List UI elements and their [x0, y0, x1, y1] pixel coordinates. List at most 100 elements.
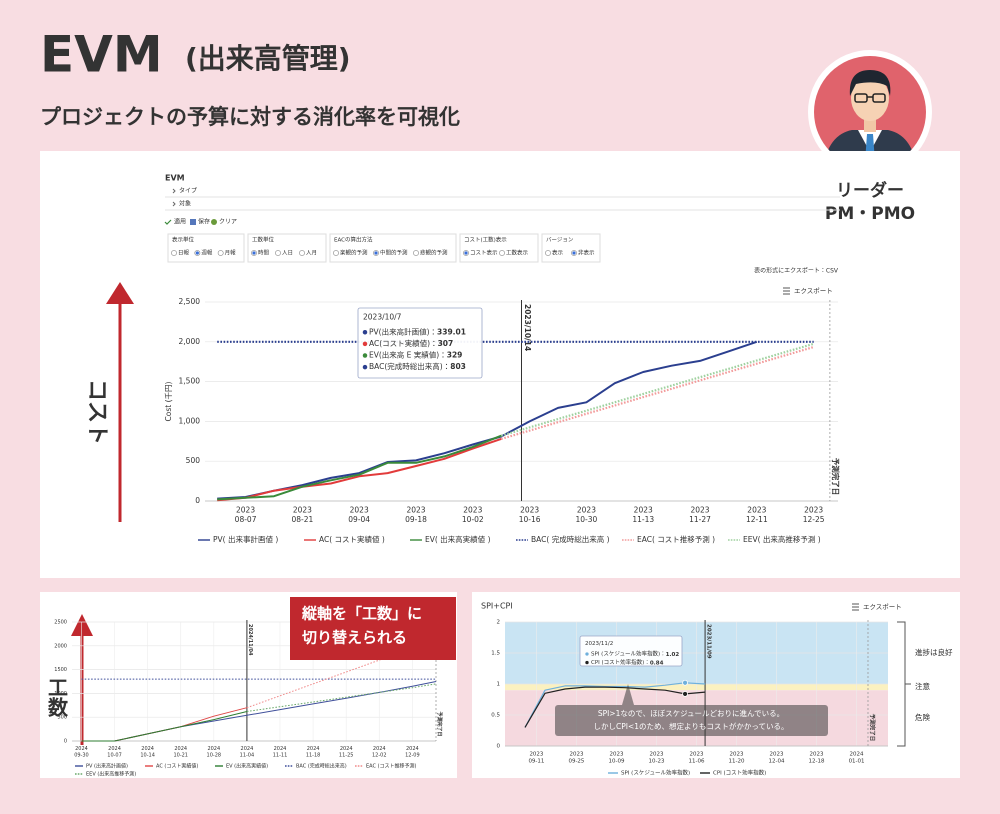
marker-label: 予測完了日 [831, 458, 841, 496]
legend-label: EEV (出来高推移予測) [86, 771, 136, 778]
radio-label: 人月 [306, 250, 317, 257]
toolbar-button[interactable]: クリア [219, 219, 237, 226]
filter-label: EACの算出方法 [334, 236, 373, 244]
export-note[interactable]: 表の形式にエクスポート：CSV [754, 267, 839, 275]
radio-label: 中間的予測 [380, 249, 408, 257]
menu-item[interactable]: 対象 [179, 200, 191, 208]
legend-label: AC (コスト実績値) [156, 763, 198, 770]
y-tick-label: 0 [195, 496, 200, 505]
icon [211, 219, 217, 225]
x-tick-label: 2023 08-07 [235, 506, 257, 524]
x-tick-label: 2024 01-01 [849, 751, 865, 764]
x-tick-label: 2023 10-16 [519, 506, 541, 524]
radio[interactable] [217, 250, 224, 256]
band-label: 危険 [915, 712, 930, 722]
tooltip-label: BAC(完成時総出来高)：803 [369, 361, 466, 371]
radio-label: 工数表示 [506, 249, 529, 257]
toolbar-button[interactable]: 適用 [174, 218, 186, 226]
filter-label: コスト(工数)表示 [464, 236, 507, 244]
title-note: (出来高管理) [185, 42, 351, 75]
x-tick-label: 2023 08-21 [291, 506, 313, 524]
series-line [524, 682, 706, 728]
title: EVM [40, 26, 163, 84]
legend-label: BAC (完成時総出来高) [296, 763, 347, 770]
legend-label: PV (出来高計画値) [86, 763, 128, 770]
radio-selected [572, 251, 576, 255]
callout-text: 切り替えられる [302, 629, 407, 647]
y-tick-label: 1000 [54, 691, 67, 697]
callout-box [290, 597, 456, 660]
tooltip-label: AC(コスト実績値)：307 [369, 338, 453, 348]
y-tick-label: 500 [57, 715, 67, 721]
radio[interactable] [275, 250, 281, 256]
radio-label: コスト表示 [470, 249, 498, 257]
export-button[interactable]: エクスポート [863, 603, 902, 611]
x-tick-label: 2023 09-25 [568, 751, 584, 764]
legend-label: EEV( 出来高推移予測 ) [743, 534, 821, 544]
x-tick-label: 2024 09-30 [74, 746, 89, 758]
legend-label: EV (出来高実績値) [226, 763, 268, 770]
tooltip-value: 329 [447, 351, 463, 360]
tooltip-label: CPI (コスト効率指数)：0.84 [591, 658, 664, 666]
radio[interactable] [413, 250, 419, 256]
radio-label: 時間 [258, 249, 270, 257]
toolbar-button[interactable]: 保存 [198, 218, 210, 226]
tooltip-box [357, 307, 483, 379]
radio-selected [464, 251, 468, 255]
legend-label: AC( コスト実績値 ) [319, 534, 385, 544]
filter-label: 表示単位 [172, 236, 195, 244]
y-axis-label: Cost (千円) [163, 381, 173, 421]
x-tick-label: 2024 11-18 [306, 746, 321, 758]
radio[interactable] [299, 250, 305, 256]
tooltip-box [579, 635, 683, 667]
y-tick-label: 2500 [54, 620, 67, 626]
y-tick-label: 500 [186, 456, 201, 465]
y-tick-label: 1,000 [179, 416, 201, 425]
tooltip-date: 2023/10/7 [363, 313, 402, 322]
tooltip-label: SPI (スケジュール効率指数)：1.02 [591, 650, 679, 658]
tooltip-dot [362, 353, 368, 358]
menu-icon [783, 287, 790, 295]
x-tick-label: 2023 09-18 [405, 506, 427, 524]
marker-label: 2023/10/14 [523, 304, 532, 351]
y-tick-label: 2000 [54, 643, 67, 649]
side-label: コスト [84, 379, 109, 445]
x-tick-label: 2023 10-30 [576, 506, 598, 524]
tooltip-value: 339.01 [437, 327, 466, 336]
legend-label: CPI (コスト効率指数) [713, 769, 766, 777]
radio[interactable] [171, 250, 177, 256]
x-tick-label: 2023 11-27 [689, 506, 711, 524]
radio-label: 人日 [282, 250, 293, 257]
legend-label: EAC( コスト推移予測 ) [637, 534, 715, 544]
tooltip-dot [362, 364, 368, 370]
main-ui: EVM タイプ 対象 適用 保存 クリア 表の形式にエクスポート：CSV エクス… [84, 174, 840, 522]
radio-label: 悲観的予測 [420, 249, 448, 257]
radio[interactable] [545, 250, 551, 256]
radio-selected [252, 251, 256, 255]
x-tick-label: 2024 10-07 [107, 746, 122, 758]
band-label: 進捗は良好 [915, 647, 953, 657]
x-tick-label: 2023 11-06 [689, 751, 705, 764]
series-line [524, 686, 706, 728]
marker-label: 2023/11/09 [705, 624, 711, 659]
index-title: SPI+CPI [481, 602, 513, 611]
tooltip-label: PV(出来高計画値)：339.01 [369, 326, 466, 336]
callout-text: しかしCPI<1のため、想定よりもコストがかかっている。 [593, 721, 788, 731]
filter-label: 工数単位 [252, 236, 275, 244]
y-tick-label: 0 [497, 744, 501, 750]
y-tick-label: 0.5 [491, 713, 500, 719]
y-tick-label: 2,500 [179, 297, 201, 306]
callout-pointer [622, 684, 634, 705]
legend-label: EV( 出来高実績値 ) [425, 534, 491, 544]
tooltip-value: 307 [438, 339, 454, 348]
y-tick-label: 0 [64, 739, 67, 745]
side-label: 工数 [45, 677, 69, 718]
x-tick-label: 2023 12-11 [746, 506, 768, 524]
export-button[interactable]: エクスポート [794, 287, 833, 295]
menu-item[interactable]: タイプ [179, 187, 197, 195]
icon [190, 219, 196, 225]
x-tick-label: 2024 12-02 [372, 746, 387, 758]
radio[interactable] [333, 250, 339, 256]
radio[interactable] [499, 250, 505, 256]
